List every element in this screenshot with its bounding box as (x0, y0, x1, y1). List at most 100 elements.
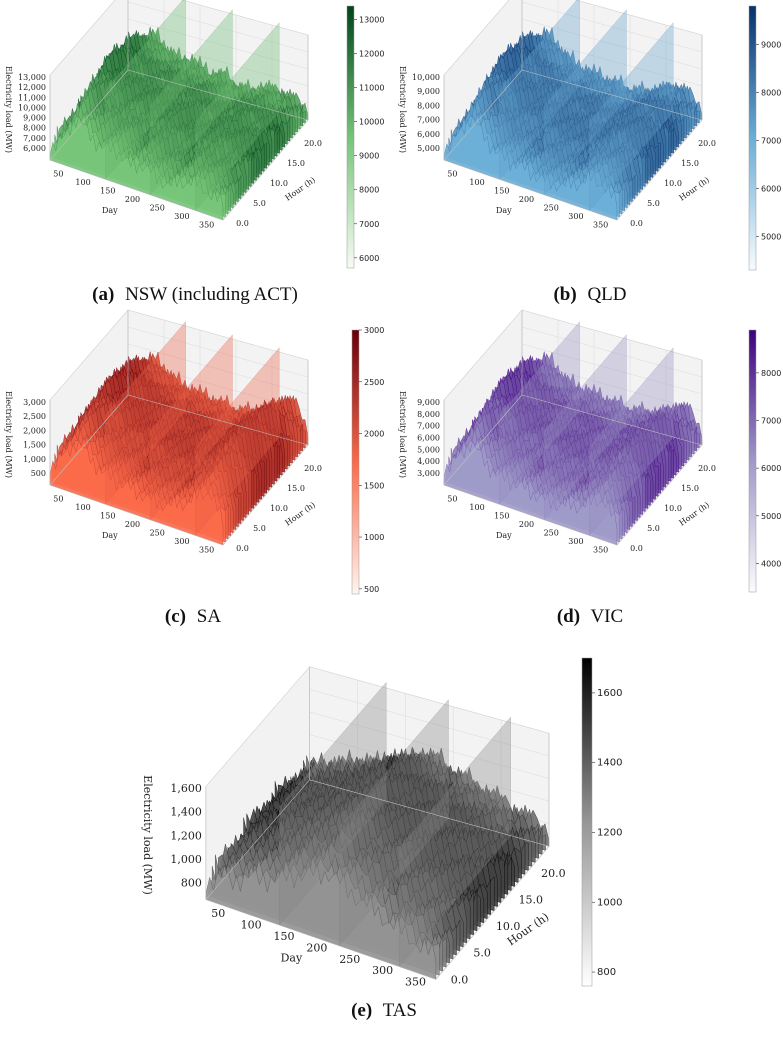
grid-line (521, 18, 703, 70)
grid-line (309, 689, 550, 757)
z-tick-label: 10,000 (412, 73, 440, 82)
box-edge (222, 444, 309, 546)
panel-sa: 50 100 150 200 250 300 350 Day 0.0 5.0 10.0 15.0 20.… (4, 309, 384, 627)
z-tick-label: 2,000 (23, 426, 46, 435)
colorbar (351, 329, 360, 595)
y-tick-label: 20.0 (698, 464, 716, 473)
x-tick-label: 200 (125, 520, 140, 529)
z-tick-label: 3,000 (23, 398, 46, 407)
z-tick-label: 8,000 (417, 101, 440, 110)
z-tick-label: 9,000 (417, 87, 440, 96)
z-tick-label: 9,000 (417, 398, 440, 407)
z-tick-label: 5,000 (417, 445, 440, 454)
slice-plane-3 (589, 347, 674, 537)
x-tick-label: 200 (306, 941, 327, 954)
z-axis-label: Electricity load (MW) (141, 775, 154, 895)
box-edge (435, 846, 550, 980)
z-tick-label: 8,000 (417, 410, 440, 419)
box-edge (127, 394, 309, 446)
z-tick-label: 7,000 (417, 422, 440, 431)
box-edge (205, 779, 310, 900)
x-tick-label: 250 (150, 204, 165, 213)
box-edge (205, 899, 437, 980)
colorbar-tick-label: 1600 (597, 688, 622, 699)
x-tick-label: 150 (494, 186, 509, 195)
box-edge (309, 779, 550, 847)
x-tick-label: 350 (593, 546, 608, 555)
panel-caption: (e) TAS (351, 1000, 417, 1021)
colorbar-tick-label: 800 (597, 967, 616, 978)
grid-line (521, 343, 703, 395)
caption-text: SA (192, 606, 221, 627)
x-tick-label: 250 (150, 529, 165, 538)
slice-plane-3 (589, 22, 674, 212)
colorbar (748, 5, 757, 271)
x-axis-label: Day (281, 951, 303, 964)
x-tick-label: 150 (100, 511, 115, 520)
y-tick-label: 20.0 (304, 139, 322, 148)
x-tick-label: 100 (469, 503, 484, 512)
x-tick-label: 150 (100, 186, 115, 195)
box-edge (443, 394, 523, 486)
panel-qld: 50 100 150 200 250 300 350 Day 0.0 5.0 10.0 15.0 20.… (398, 0, 781, 305)
z-tick-label: 4,000 (417, 457, 440, 466)
x-tick-label: 250 (544, 529, 559, 538)
z-tick-label: 1,000 (23, 455, 46, 464)
colorbar-tick-label: 6000 (359, 254, 379, 263)
box-edge (222, 119, 309, 221)
colorbar (346, 5, 355, 269)
z-tick-label: 5,000 (417, 144, 440, 153)
x-tick-label: 300 (568, 212, 583, 221)
box-edge (443, 69, 523, 161)
grid-line (127, 18, 309, 70)
slice-plane-1 (499, 321, 580, 505)
colorbar-tick-label: 10000 (359, 118, 384, 127)
z-tick-label: 3,000 (417, 469, 440, 478)
x-tick-label: 200 (519, 195, 534, 204)
panel-caption: (d) VIC (557, 606, 623, 627)
colorbar-tick-label: 5000 (761, 512, 781, 521)
slice-plane-2 (339, 698, 449, 947)
colorbar-tick-label: 3000 (364, 326, 384, 335)
colorbar-tick-label: 500 (364, 585, 379, 594)
colorbar (581, 657, 593, 987)
x-tick-label: 300 (174, 212, 189, 221)
caption-text: QLD (583, 284, 627, 305)
x-tick-label: 150 (274, 930, 295, 943)
grid-line (521, 1, 703, 53)
x-tick-label: 200 (125, 195, 140, 204)
box-edge (49, 69, 129, 161)
z-tick-label: 800 (181, 877, 202, 890)
z-axis-label: Electricity load (MW) (4, 66, 13, 153)
caption-letter: (d) (557, 606, 580, 627)
z-tick-label: 8,000 (23, 124, 46, 133)
x-tick-label: 50 (53, 169, 63, 178)
y-tick-label: 10.0 (270, 179, 288, 188)
colorbar-tick-label: 1400 (597, 758, 622, 769)
z-tick-label: 1,200 (170, 829, 202, 842)
box-edge (443, 159, 618, 221)
caption-letter: (b) (553, 284, 576, 305)
y-tick-label: 10.0 (496, 920, 521, 933)
colorbar-tick-label: 5000 (761, 232, 781, 241)
x-axis-label: Day (496, 531, 512, 540)
slice-plane-2 (150, 9, 233, 196)
caption-text: VIC (586, 606, 623, 627)
x-tick-label: 350 (199, 221, 214, 230)
colorbar-tick-label: 2500 (364, 378, 384, 387)
x-axis-label: Day (102, 531, 118, 540)
x-tick-label: 100 (75, 503, 90, 512)
z-tick-label: 12,000 (18, 83, 46, 92)
y-tick-label: 0.0 (630, 219, 643, 228)
z-tick-label: 2,500 (23, 412, 46, 421)
x-tick-label: 350 (405, 976, 426, 989)
box-edge (616, 444, 703, 546)
colorbar-tick-label: 7000 (359, 220, 379, 229)
y-axis-label: Hour (h) (284, 500, 318, 527)
colorbar-tick-label: 11000 (359, 84, 384, 93)
x-tick-label: 300 (174, 537, 189, 546)
caption-text: TAS (378, 1000, 417, 1021)
z-tick-label: 11,000 (18, 93, 46, 102)
box-edge (521, 69, 703, 121)
caption-letter: (c) (165, 606, 186, 627)
